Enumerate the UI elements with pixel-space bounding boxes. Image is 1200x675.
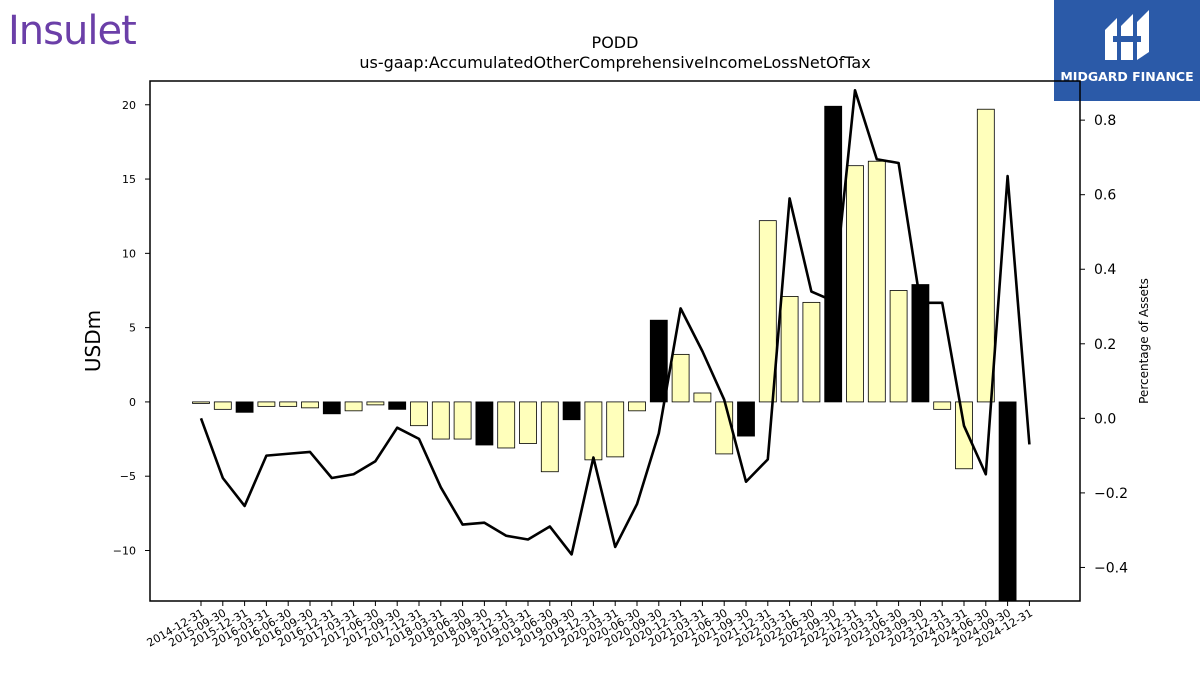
- bar: [606, 401, 625, 458]
- bar: [867, 160, 886, 403]
- bar: [998, 401, 1017, 602]
- bar: [410, 401, 428, 427]
- y-tick-label: 15: [122, 173, 136, 186]
- bar: [780, 296, 799, 403]
- y2-axis-label: Percentage of Assets: [1137, 278, 1151, 404]
- insulet-logo: Insulet: [8, 8, 137, 54]
- bar: [693, 392, 712, 403]
- y-tick-label: 5: [129, 322, 136, 335]
- bar: [213, 401, 232, 410]
- bar: [235, 401, 254, 413]
- y2-tick-label: −0.4: [1094, 560, 1128, 576]
- x-axis: 2014-12-312015-09-302015-12-312016-03-31…: [145, 601, 1035, 650]
- bar: [431, 401, 450, 440]
- bar: [584, 401, 603, 461]
- bars-layer: [192, 105, 1017, 602]
- y-tick-label: 20: [122, 99, 136, 112]
- y2-tick-label: 0.2: [1094, 337, 1116, 353]
- bar: [758, 220, 777, 403]
- bar: [497, 401, 516, 449]
- bar: [628, 401, 646, 412]
- bar: [344, 401, 363, 412]
- y-tick-label: 10: [122, 247, 136, 260]
- y2-tick-label: 0.4: [1094, 262, 1116, 278]
- y-tick-label: −5: [120, 470, 136, 483]
- y-axis-right: −0.4 −0.2 0.0 0.2 0.4 0.6 0.8: [1080, 113, 1128, 576]
- y-axis-left: −10 −5 0 5 10 15 20: [113, 99, 150, 557]
- bar: [671, 353, 690, 403]
- bar: [301, 401, 319, 409]
- y-tick-label: −10: [113, 544, 136, 557]
- y2-tick-label: 0.6: [1094, 188, 1116, 204]
- midgard-mark-icon: [1105, 10, 1149, 60]
- midgard-brand-text: MIDGARD FINANCE: [1060, 69, 1194, 84]
- y2-tick-label: 0.8: [1094, 113, 1116, 129]
- bar: [540, 401, 559, 473]
- bar: [257, 401, 276, 407]
- chart-title: PODD: [592, 33, 639, 52]
- y-tick-label: 0: [129, 396, 136, 409]
- bar: [649, 319, 668, 403]
- bar: [824, 105, 843, 403]
- bar: [475, 401, 494, 446]
- bar: [388, 401, 407, 410]
- bar: [322, 401, 341, 415]
- series-line: [199, 89, 1031, 556]
- plot-frame: [149, 80, 1081, 602]
- y2-tick-label: 0.0: [1094, 411, 1116, 427]
- chart-subtitle: us-gaap:AccumulatedOtherComprehensiveInc…: [359, 53, 870, 72]
- bar: [366, 401, 385, 406]
- bar: [889, 290, 908, 403]
- bar: [911, 284, 930, 403]
- midgard-finance-logo: MIDGARD FINANCE: [1054, 0, 1200, 101]
- bar: [715, 401, 734, 455]
- bar: [737, 401, 755, 437]
- y2-tick-label: −0.2: [1094, 486, 1128, 502]
- y-axis-label: USDm: [81, 310, 105, 372]
- bar: [192, 401, 210, 404]
- bar: [955, 401, 973, 470]
- bar: [802, 301, 821, 403]
- bar: [933, 401, 952, 410]
- line-layer: [199, 89, 1031, 556]
- bar: [453, 401, 472, 440]
- bar: [846, 165, 864, 403]
- bar: [976, 108, 995, 403]
- bar: [519, 401, 537, 444]
- bar: [562, 401, 581, 421]
- bar: [279, 401, 298, 407]
